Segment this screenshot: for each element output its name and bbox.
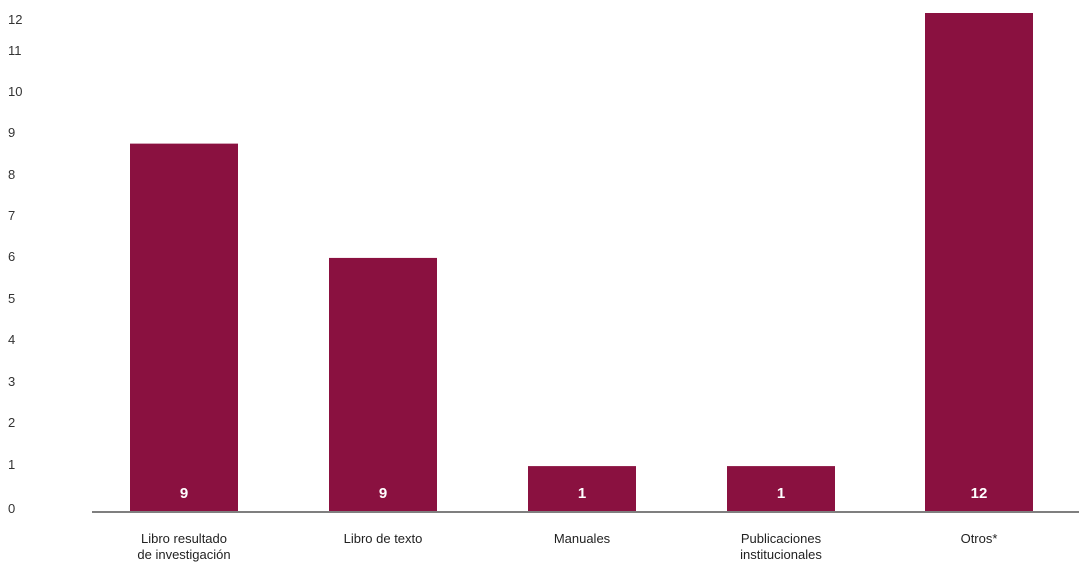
bar (329, 257, 437, 511)
x-category-label: Publicaciones institucionales (740, 531, 822, 562)
data-labels: 9 9 1 1 12 (180, 485, 988, 502)
bar-data-label: 1 (777, 485, 785, 502)
y-tick-label: 5 (8, 291, 15, 306)
y-tick-label: 6 (8, 249, 15, 264)
bar (727, 466, 835, 511)
x-category-label: Libro de texto (344, 531, 423, 546)
x-category-label: Manuales (554, 531, 611, 546)
x-axis-categories: Libro resultado de investigación Libro de … (137, 531, 997, 562)
y-tick-label: 4 (8, 332, 15, 347)
bar-data-label: 9 (379, 485, 387, 502)
bar-data-label: 12 (971, 485, 988, 502)
y-tick-label: 0 (8, 501, 15, 516)
bars (130, 13, 1033, 511)
bar (925, 13, 1033, 511)
y-tick-label: 2 (8, 415, 15, 430)
y-tick-label: 1 (8, 457, 15, 472)
y-tick-label: 10 (8, 84, 22, 99)
x-category-label: Libro resultado de investigación (137, 531, 230, 562)
y-tick-label: 11 (8, 43, 22, 58)
x-category-label: Otros* (961, 531, 998, 546)
bar (130, 143, 238, 511)
y-tick-label: 8 (8, 167, 15, 182)
y-tick-label: 7 (8, 208, 15, 223)
y-tick-label: 12 (8, 12, 22, 27)
bar-data-label: 9 (180, 485, 188, 502)
y-tick-label: 9 (8, 125, 15, 140)
bar (528, 466, 636, 511)
y-tick-label: 3 (8, 374, 15, 389)
bar-data-label: 1 (578, 485, 586, 502)
